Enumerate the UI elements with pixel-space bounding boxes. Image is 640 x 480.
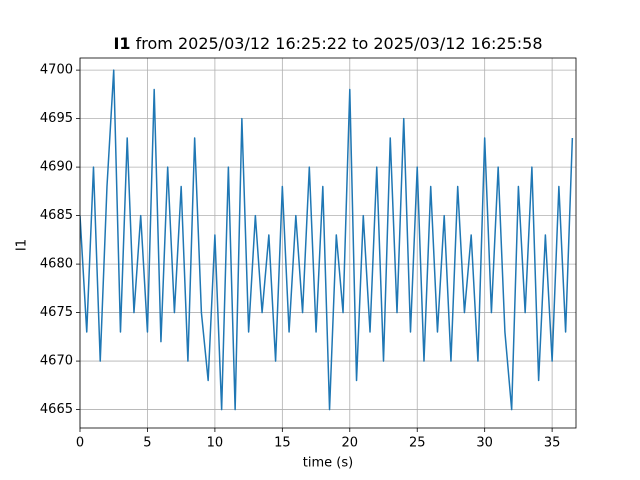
y-tick-label: 4670 (40, 354, 73, 369)
x-tick-label: 15 (274, 436, 291, 451)
plot-frame (79, 57, 577, 429)
y-tick-label: 4700 (40, 63, 73, 78)
y-tick-label: 4685 (40, 208, 73, 223)
data-line (80, 69, 574, 411)
y-axis-label: I1 (15, 239, 30, 251)
x-tick-label: 10 (207, 436, 224, 451)
title-name: I1 (113, 34, 130, 53)
y-tick-label: 4695 (40, 111, 73, 126)
y-tick-label: 4675 (40, 305, 73, 320)
y-tick-label: 4690 (40, 160, 73, 175)
y-tick-label: 4680 (40, 257, 73, 272)
x-tick-label: 25 (409, 436, 426, 451)
x-tick-label: 20 (342, 436, 359, 451)
x-tick-label: 5 (143, 436, 151, 451)
x-tick-label: 0 (76, 436, 84, 451)
x-axis-label: time (s) (303, 456, 353, 471)
y-tick-label: 4665 (40, 402, 73, 417)
title-text: from 2025/03/12 16:25:22 to 2025/03/12 1… (136, 34, 543, 53)
x-tick-label: 30 (476, 436, 493, 451)
chart-title: I1 from 2025/03/12 16:25:22 to 2025/03/1… (113, 34, 542, 53)
x-tick-label: 35 (544, 436, 561, 451)
